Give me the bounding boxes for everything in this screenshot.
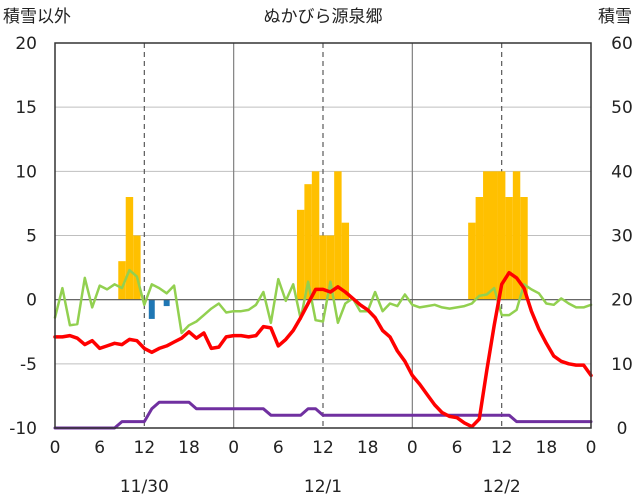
chart-title: ぬかびら源泉郷	[264, 7, 383, 27]
snowfall-bar	[326, 235, 335, 300]
left-tick-label: 10	[15, 162, 37, 182]
series-lines	[53, 268, 593, 430]
x-tick-label: 0	[228, 438, 239, 458]
snowfall-bar	[497, 171, 506, 300]
left-tick-label: 0	[26, 291, 37, 311]
snowfall-bar	[512, 171, 521, 300]
x-tick-label: 12	[134, 438, 156, 458]
right-tick-label: 40	[611, 162, 633, 182]
axes	[54, 42, 592, 429]
temperature-line	[53, 270, 593, 429]
negative-bars	[148, 299, 170, 319]
right-tick-label: 60	[611, 34, 633, 54]
left-tick-label: 15	[15, 98, 37, 118]
x-tick-label: 0	[50, 438, 61, 458]
snowfall-bars	[118, 171, 528, 300]
snowfall-bar	[468, 222, 476, 300]
right-tick-label: 20	[611, 291, 633, 311]
left-tick-label: -5	[20, 355, 37, 375]
snowfall-bar	[133, 235, 141, 300]
date-label: 12/1	[304, 477, 342, 497]
snowfall-bar	[296, 209, 305, 300]
snowfall-bar	[475, 197, 484, 300]
right-tick-label: 10	[611, 355, 633, 375]
date-label: 12/2	[483, 477, 521, 497]
x-tick-label: 0	[586, 438, 597, 458]
x-tick-label: 12	[491, 438, 513, 458]
x-tick-label: 18	[357, 438, 379, 458]
snowfall-bar	[505, 197, 513, 300]
right-tick-label: 30	[611, 227, 633, 247]
green-series-line	[53, 268, 593, 335]
snowfall-bar	[334, 171, 342, 300]
x-tick-label: 18	[178, 438, 200, 458]
snowfall-bar	[118, 261, 126, 300]
right-tick-label: 0	[617, 419, 628, 439]
snowfall-bar	[341, 222, 350, 300]
snowfall-bar	[304, 184, 312, 300]
snowfall-bar	[490, 171, 498, 300]
right-axis-label: 積雪	[598, 7, 632, 27]
snowfall-bar	[483, 171, 491, 300]
snowfall-bar	[319, 235, 327, 300]
snow-depth-line	[53, 400, 593, 430]
x-tick-label: 0	[407, 438, 418, 458]
negative-bar	[163, 299, 170, 307]
x-tick-label: 12	[312, 438, 334, 458]
plot-frame	[54, 42, 592, 429]
left-axis-label: 積雪以外	[3, 7, 71, 27]
x-tick-label: 6	[452, 438, 463, 458]
negative-bar	[148, 299, 155, 319]
snowfall-bar	[311, 171, 320, 300]
snowfall-bar	[520, 197, 528, 300]
left-tick-label: -10	[9, 419, 37, 439]
left-tick-label: 5	[26, 227, 37, 247]
snowfall-bar	[125, 197, 134, 300]
right-tick-label: 50	[611, 98, 633, 118]
x-tick-label: 18	[536, 438, 558, 458]
date-label: 11/30	[120, 477, 169, 497]
x-tick-label: 6	[94, 438, 105, 458]
x-tick-label: 6	[273, 438, 284, 458]
left-tick-label: 20	[15, 34, 37, 54]
